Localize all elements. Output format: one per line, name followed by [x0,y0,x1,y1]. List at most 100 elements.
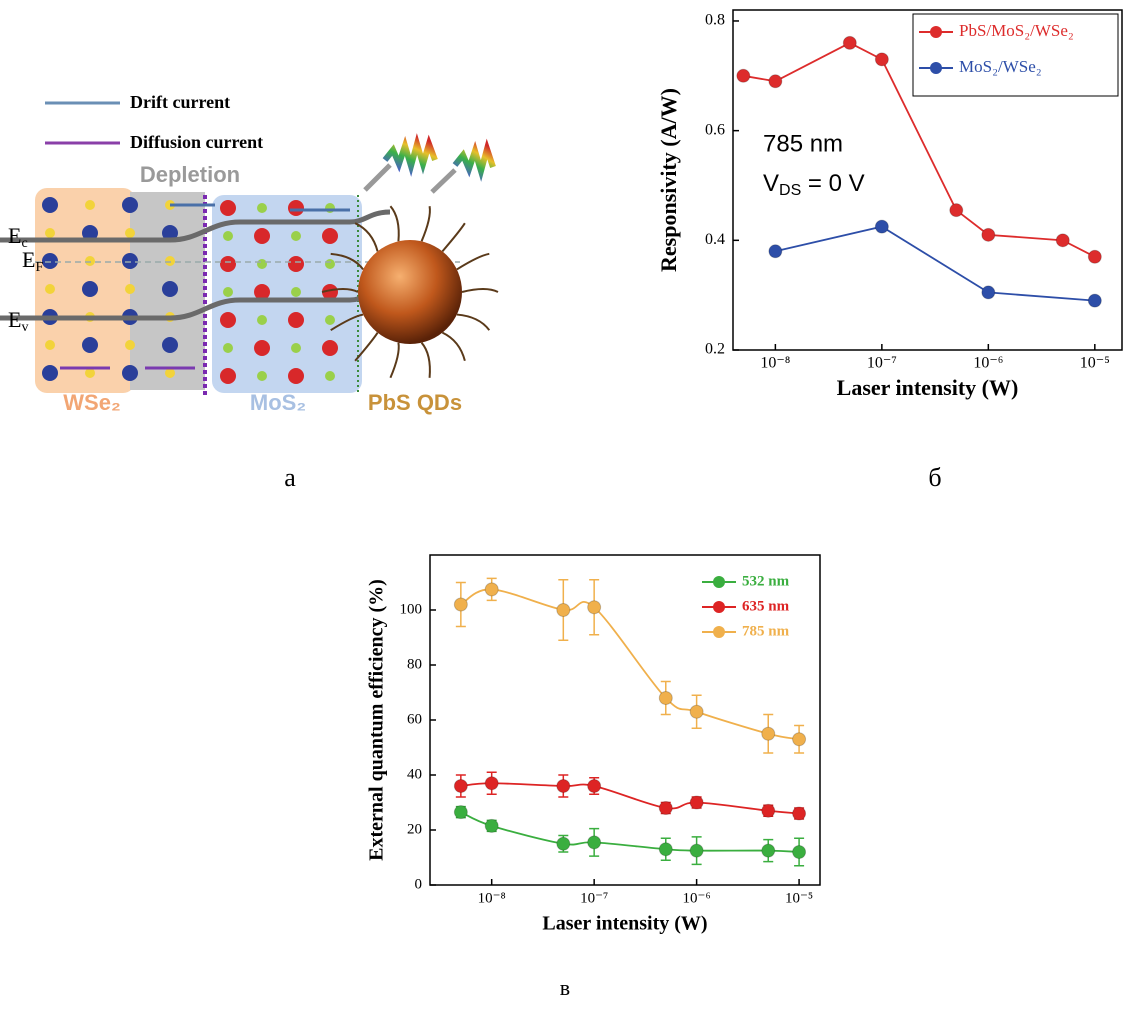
atom [85,200,95,210]
y-tick-label: 60 [407,711,422,727]
ligand [462,289,498,292]
data-point [793,807,806,820]
panel-label: а [284,463,296,492]
atom [45,340,55,350]
atom [165,256,175,266]
ligand [390,206,398,241]
annotation-sub: DS [779,182,801,199]
x-tick-label: 10⁻⁶ [683,890,711,906]
x-tick-label: 10⁻⁸ [760,355,790,372]
atom [85,256,95,266]
band-label-sub: F [35,260,43,275]
y-tick-label: 40 [407,766,422,782]
data-point [588,780,601,793]
data-point [1056,234,1069,247]
data-point [875,53,888,66]
region-label: PbS QDs [368,390,462,415]
band-label-main: E [22,247,35,272]
data-point [485,777,498,790]
legend-marker [713,601,725,613]
x-tick-label: 10⁻⁷ [867,355,897,372]
atom [122,365,138,381]
y-tick-label: 0.4 [705,231,725,248]
series-line [461,812,799,852]
data-point [454,598,467,611]
atom [288,200,304,216]
band-label-main: E [8,223,21,248]
legend-label: Diffusion current [130,132,263,152]
data-point [982,286,995,299]
atom [288,312,304,328]
ligand [390,343,398,378]
band-label: Ev [8,307,28,335]
band-diagram: Drift current Diffusion current Depletio… [0,92,498,415]
annotation-part: V [763,170,779,197]
atom [254,340,270,356]
legend-marker [713,626,725,638]
atom [254,228,270,244]
annotation: 785 nm [763,130,843,157]
atom [220,368,236,384]
chart: 02040608010010⁻⁸10⁻⁷10⁻⁶10⁻⁵Laser intens… [366,555,820,935]
data-point [1088,250,1101,263]
atom [125,284,135,294]
atom [45,284,55,294]
legend-label: Drift current [130,92,230,112]
atom [162,281,178,297]
data-point [454,780,467,793]
atom [220,256,236,272]
atom [322,228,338,244]
atom [42,253,58,269]
y-axis-label: Responsivity (A/W) [656,88,681,272]
data-point [485,583,498,596]
x-tick-label: 10⁻⁶ [973,355,1003,372]
series-line [461,783,799,813]
y-tick-label: 0.6 [705,121,725,138]
ligand [457,254,489,270]
data-point [557,780,570,793]
data-point [982,228,995,241]
data-point [659,843,672,856]
atom [223,343,233,353]
data-point [557,837,570,850]
light-wave [385,144,435,166]
figure: Drift current Diffusion current Depletio… [0,0,1128,1010]
atom [162,337,178,353]
atom [125,228,135,238]
data-point [762,727,775,740]
x-tick-label: 10⁻⁷ [580,890,608,906]
atom [291,231,301,241]
data-point [793,733,806,746]
atom [82,337,98,353]
atom [325,371,335,381]
legend-marker [930,62,942,74]
x-axis-label: Laser intensity (W) [542,913,707,935]
x-axis-label: Laser intensity (W) [837,375,1019,400]
data-point [588,836,601,849]
atom [42,197,58,213]
data-point [588,601,601,614]
ligand [442,333,464,361]
atom [288,368,304,384]
ligand [457,315,489,331]
atom [223,287,233,297]
data-point [769,75,782,88]
atom [220,200,236,216]
panel-label: в [560,975,570,1000]
data-point [659,692,672,705]
atom [257,371,267,381]
data-point [659,802,672,815]
y-tick-label: 0.2 [705,341,725,358]
x-tick-label: 10⁻⁸ [478,890,506,906]
data-point [690,844,703,857]
panel-label: б [928,463,941,492]
data-point [557,604,570,617]
y-tick-label: 0.8 [705,12,725,29]
atom [257,203,267,213]
atom [45,228,55,238]
y-tick-label: 80 [407,656,422,672]
atom [291,343,301,353]
atom [257,315,267,325]
atom [288,256,304,272]
legend-label: PbS/MoS₂/WSe₂ [959,21,1074,40]
